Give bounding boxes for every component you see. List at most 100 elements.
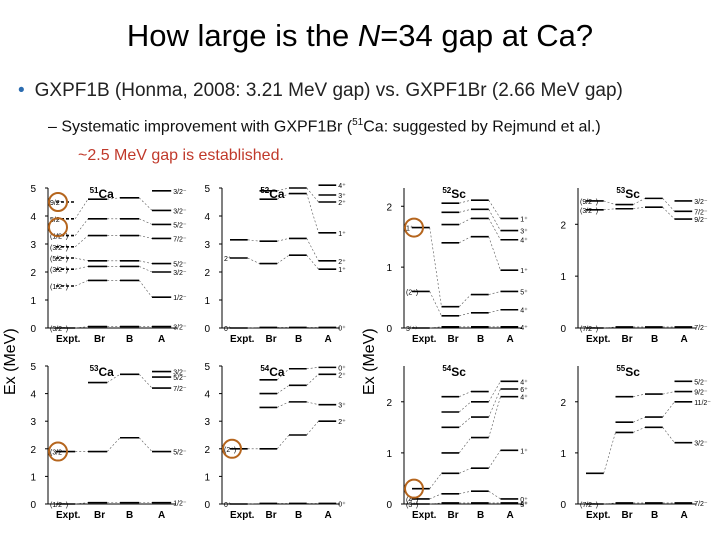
sc53-left-level-label: (3/2⁻)	[580, 208, 598, 215]
ca52-connector	[306, 193, 319, 233]
ca51-right-level-label: 5/2⁻	[173, 262, 187, 269]
slide-title: How large is the N=34 gap at Ca?	[126, 18, 594, 53]
ca52-right-level-label: 2⁺	[338, 259, 346, 266]
sc55-y-tick-label: 1	[560, 449, 566, 460]
sc54-connector	[459, 467, 472, 474]
sc53-y-tick-label: 2	[560, 220, 566, 231]
ca52b-right-level-label: 1⁺	[520, 268, 528, 275]
ca51-connector	[139, 235, 153, 239]
ca52-right-level-label: 0⁺	[338, 325, 346, 332]
ca53-connector	[106, 437, 121, 452]
ca51-right-level-label: 7/2⁻	[173, 236, 187, 243]
ca52-col-label: A	[325, 334, 332, 345]
sc54-connector	[459, 401, 472, 413]
ca54-y-tick-label: 3	[204, 417, 210, 428]
ca52-connector	[306, 187, 319, 203]
sc55-col-label: Br	[622, 510, 633, 521]
ca52-right-level-label: 1⁺	[338, 231, 346, 238]
ca51-right-level-label: 3/2⁻	[173, 270, 187, 277]
ca52b-connector	[458, 294, 472, 307]
ca52-y-tick-label: 0	[204, 324, 210, 335]
ca51-nucleus-label: 51Ca	[90, 186, 115, 201]
ca54-y-tick-label: 4	[204, 390, 210, 401]
ca53-right-level-label: 1/2⁻	[173, 501, 187, 508]
sc54-connector	[488, 396, 501, 438]
ca53-y-tick-label: 2	[30, 445, 36, 456]
ca52-connector	[306, 255, 319, 270]
ca53-col-label: Expt.	[56, 510, 81, 521]
ca52b-y-tick-label: 2	[386, 202, 392, 213]
ca54-right-level-label: 0⁺	[338, 501, 346, 508]
ca52b-connector	[429, 326, 442, 329]
sc53-connector	[603, 326, 616, 329]
ca53-highlight-circle	[48, 441, 68, 462]
sc55-nucleus-label: 55Sc	[616, 364, 640, 379]
sc54-connector	[459, 416, 472, 428]
ca52b-connector	[488, 236, 501, 271]
sc55-y-tick-label: 2	[560, 398, 566, 409]
ca53-y-tick-label: 1	[30, 472, 36, 483]
sc55-col-label: B	[651, 510, 658, 521]
ca53-connector	[107, 374, 121, 383]
sc53-col-label: Expt.	[586, 334, 611, 345]
ca52-connector	[277, 254, 290, 264]
ca51-col-label: Expt.	[56, 334, 81, 345]
sc53-right-level-label: 7/2⁻	[694, 325, 708, 332]
sc54-y-tick-label: 1	[386, 449, 392, 460]
ca51-col-label: A	[158, 334, 165, 345]
sc54-connector	[429, 473, 442, 489]
ca52-col-label: B	[295, 334, 302, 345]
ca51-y-tick-label: 4	[30, 212, 36, 223]
ca52-y-tick-label: 4	[204, 212, 210, 223]
ca54-col-label: A	[325, 510, 332, 521]
sc55-connector	[662, 401, 675, 418]
ca53-right-level-label: 5/2⁻	[173, 375, 187, 382]
ca52-right-level-label: 3⁺	[338, 193, 346, 200]
ca52b-connector	[488, 209, 501, 231]
ca52b-left-level-label: 3⁽⁺⁾	[406, 325, 417, 333]
ca53-y-tick-label: 5	[30, 362, 36, 373]
ca52b-left-level-label: (2⁺)	[406, 289, 418, 296]
ca54-y-tick-label: 0	[204, 500, 210, 511]
ca52b-connector	[459, 236, 472, 244]
ca54-connector	[306, 421, 319, 436]
sc55-right-level-label: 11/2⁻	[694, 400, 711, 407]
sc55-right-level-label: 9/2⁻	[694, 390, 708, 397]
ca54-left-level-label: 0⁺	[224, 502, 232, 509]
ca53-nucleus-label: 53Ca	[90, 364, 115, 379]
sc54-connector	[488, 381, 501, 402]
sc55-connector	[633, 427, 646, 433]
sc53-y-tick-label: 1	[560, 272, 566, 283]
sc53-connector	[662, 198, 675, 212]
ca53-left-level-label: (1/2⁻)	[50, 502, 68, 509]
ca52b-y-tick-label: 0	[386, 324, 392, 335]
ca51-y-tick-label: 5	[30, 184, 36, 195]
ca52b-connector	[459, 209, 472, 213]
sc54-col-label: Expt.	[412, 510, 437, 521]
sc53-right-level-label: 9/2⁻	[694, 217, 708, 224]
sc54-right-level-label: 4⁺	[520, 501, 528, 508]
ca52-left-level-label: 0⁺	[224, 326, 232, 333]
ca53-right-level-label: 5/2⁻	[173, 450, 187, 457]
ca54-connector	[306, 367, 319, 370]
sc55-right-level-label: 3/2⁻	[694, 441, 708, 448]
sc55-connector	[633, 416, 646, 423]
sc54-right-level-label: 3⁺	[520, 502, 528, 509]
ca54-connector	[276, 434, 290, 449]
ca52-left-level-label: 2⁺	[224, 256, 232, 263]
sc55-connector	[603, 432, 616, 474]
ca51-y-tick-label: 2	[30, 268, 36, 279]
ca51-col-label: Br	[94, 334, 105, 345]
ca54-connector	[306, 401, 319, 405]
ca51-y-tick-label: 0	[30, 324, 36, 335]
sc54-connector	[429, 502, 442, 505]
sc54-nucleus-label: 54Sc	[442, 364, 466, 379]
ca53-right-level-label: 3/2⁻	[173, 370, 187, 377]
sc54-connector	[488, 388, 501, 418]
ca51-connector	[139, 260, 153, 264]
sc55-connector	[662, 391, 675, 395]
sc54-col-label: A	[507, 510, 514, 521]
sc54-connector	[459, 391, 472, 397]
ca54-right-level-label: 3⁺	[338, 403, 346, 410]
